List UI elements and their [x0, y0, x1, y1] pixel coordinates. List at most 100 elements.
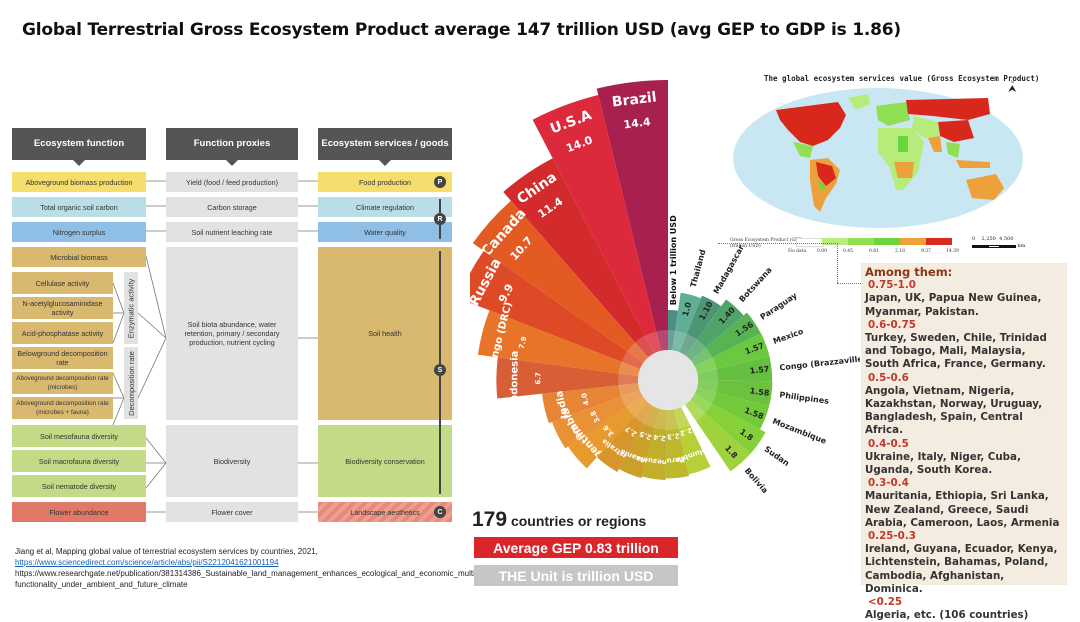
- value-label: 2.3: [667, 431, 680, 440]
- bar-botswana: [685, 299, 744, 361]
- bar-label: Mexico: [772, 327, 805, 346]
- bar-brazil: [596, 80, 668, 351]
- badge-regulating: R: [434, 213, 446, 225]
- country-list: Angola, Vietnam, Nigeria, Kazakhstan, No…: [865, 384, 1043, 437]
- legend-swatch: [822, 238, 848, 245]
- service-item: Water quality: [318, 222, 452, 242]
- range-label: 0.5-0.6: [868, 371, 909, 384]
- legend-swatch: [874, 238, 900, 245]
- country-list: Ukraine, Italy, Niger, Cuba, Uganda, Sou…: [865, 450, 1021, 477]
- value-label: 1.0: [681, 301, 693, 317]
- value-label: 1.57: [749, 365, 770, 376]
- bar-label: Paraguay: [759, 290, 800, 321]
- proxy-item: Biodiversity: [166, 425, 298, 497]
- bar-sudan: [690, 394, 766, 454]
- map-title: The global ecosystem services value (Gro…: [764, 74, 1040, 83]
- legend-swatch: [926, 238, 952, 245]
- bar-zambia: [552, 390, 644, 449]
- bar-label: Thailand: [689, 248, 708, 288]
- legend-tick: 14.39: [946, 249, 959, 254]
- bar-paraguay: [690, 312, 761, 367]
- legend-swatch: [848, 238, 874, 245]
- proxy-item: Soil nutrient leaching rate: [166, 222, 298, 242]
- legend-tick: 9.37: [921, 249, 932, 254]
- connector-lines: [112, 180, 318, 513]
- service-item: Landscape aesthetics: [318, 502, 452, 522]
- bar-label: Sudan: [763, 444, 792, 468]
- range-label: 0.6-0.75: [868, 318, 916, 331]
- bar-label: Indonesia: [509, 351, 521, 406]
- legend-tick: No data: [788, 249, 807, 254]
- radial-bar-chart: Brazil14.4U.S.A14.0China11.4Canada10.7Ru…: [470, 80, 860, 495]
- range-label: 0.3-0.4: [868, 477, 909, 490]
- bar-philippines: [697, 380, 773, 407]
- group-label-decomposition: Decomposition rate: [124, 347, 138, 419]
- legend-tick: 0.00: [817, 249, 828, 254]
- bar-label: Brazil: [611, 89, 657, 110]
- reference-citation: Jiang et al, Mapping global value of ter…: [15, 547, 318, 556]
- bar-russia: [470, 250, 644, 370]
- bar-mozambique: [694, 387, 770, 430]
- unit-banner: THE Unit is trillion USD: [474, 565, 678, 586]
- function-item: Soil nematode diversity: [12, 475, 146, 497]
- bar-congo-brazzaville-: [697, 356, 773, 382]
- service-item: Soil health: [318, 247, 452, 420]
- group-label-enzymatic: Enzymatic activity: [124, 272, 138, 344]
- function-item: N-acetylglucosaminidase activity: [12, 297, 113, 319]
- proxy-item: Carbon storage: [166, 197, 298, 217]
- map-legend: Gross Ecosystem Product (GEP) (trillion U…: [730, 236, 1026, 254]
- bar-congo-drc-: [477, 310, 641, 377]
- count-label: countries or regions: [510, 513, 647, 529]
- legend-tick: 0.45: [843, 249, 854, 254]
- function-item: Soil macrofauna diversity: [12, 450, 146, 472]
- bar-australia: [596, 402, 654, 472]
- service-item: Biodiversity conservation: [318, 425, 452, 497]
- country-count: 179 countries or regions: [472, 508, 646, 532]
- range-label: <0.25: [868, 596, 903, 609]
- bar-label: Mozambique: [771, 417, 828, 446]
- world-map-graphic: [733, 88, 1023, 228]
- bar-canada: [472, 200, 649, 363]
- page-title: Global Terrestrial Gross Ecosystem Produ…: [22, 20, 902, 40]
- value-label: 7.9: [518, 336, 529, 350]
- value-label: 1.58: [749, 386, 770, 398]
- callout-connector: [837, 283, 861, 284]
- proxy-item: Yield (food / feed production): [166, 172, 298, 192]
- header-function-proxies: Function proxies: [166, 128, 298, 166]
- bar-u-s-a: [532, 95, 661, 354]
- legend-tick: 2.18: [895, 249, 906, 254]
- bar-venezuela: [641, 408, 668, 480]
- bar-columbia: [674, 406, 711, 475]
- header-ecosystem-function: Ecosystem function: [12, 128, 146, 166]
- function-item: Microbial biomass: [12, 247, 146, 267]
- function-item: Aboveground decomposition rate (microbes…: [12, 397, 113, 419]
- bar-india: [542, 383, 640, 424]
- value-label: 4.0: [580, 392, 591, 406]
- bar-peru: [665, 409, 690, 479]
- country-list: Algeria, etc. (106 countries): [865, 609, 1029, 622]
- function-item: Soil mesofauna diversity: [12, 425, 146, 447]
- bar-indonesia: [496, 357, 639, 399]
- ecosystem-function-diagram: Ecosystem function Function proxies Ecos…: [12, 128, 452, 524]
- range-label: 0.75-1.0: [868, 279, 916, 292]
- header-ecosystem-services: Ecosystem services / goods: [318, 128, 452, 166]
- function-item: Aboveground biomass production: [12, 172, 146, 192]
- reference-link[interactable]: https://www.sciencedirect.com/science/ar…: [15, 558, 279, 567]
- below-one-trillion-label: Below 1 trillion USD: [669, 215, 678, 305]
- references: Jiang et al, Mapping global value of ter…: [15, 546, 475, 590]
- badge-provisioning: P: [434, 176, 446, 188]
- map-scale-bar: 0 2,250 4,500 km: [972, 236, 1026, 249]
- value-label: 14.4: [623, 115, 652, 131]
- range-label: 0.4-0.5: [868, 437, 909, 450]
- function-item: Cellulase activity: [12, 272, 113, 294]
- bar-label: Philippines: [779, 390, 830, 406]
- breakdown-heading: Among them:: [865, 265, 953, 279]
- service-item: Climate regulation: [318, 197, 452, 217]
- below-one-trillion-breakdown: Among them: 0.75-1.0 Japan, UK, Papua New…: [861, 263, 1067, 621]
- bar-label: Peru: [666, 455, 685, 465]
- function-item: Belowground decomposition rate: [12, 347, 113, 369]
- north-arrow-icon: ⮝ N: [1008, 79, 1017, 95]
- range-label: 0.25-0.3: [868, 530, 916, 543]
- value-label: 2.2: [679, 426, 693, 438]
- function-item: Acid-phosphatase activity: [12, 322, 113, 344]
